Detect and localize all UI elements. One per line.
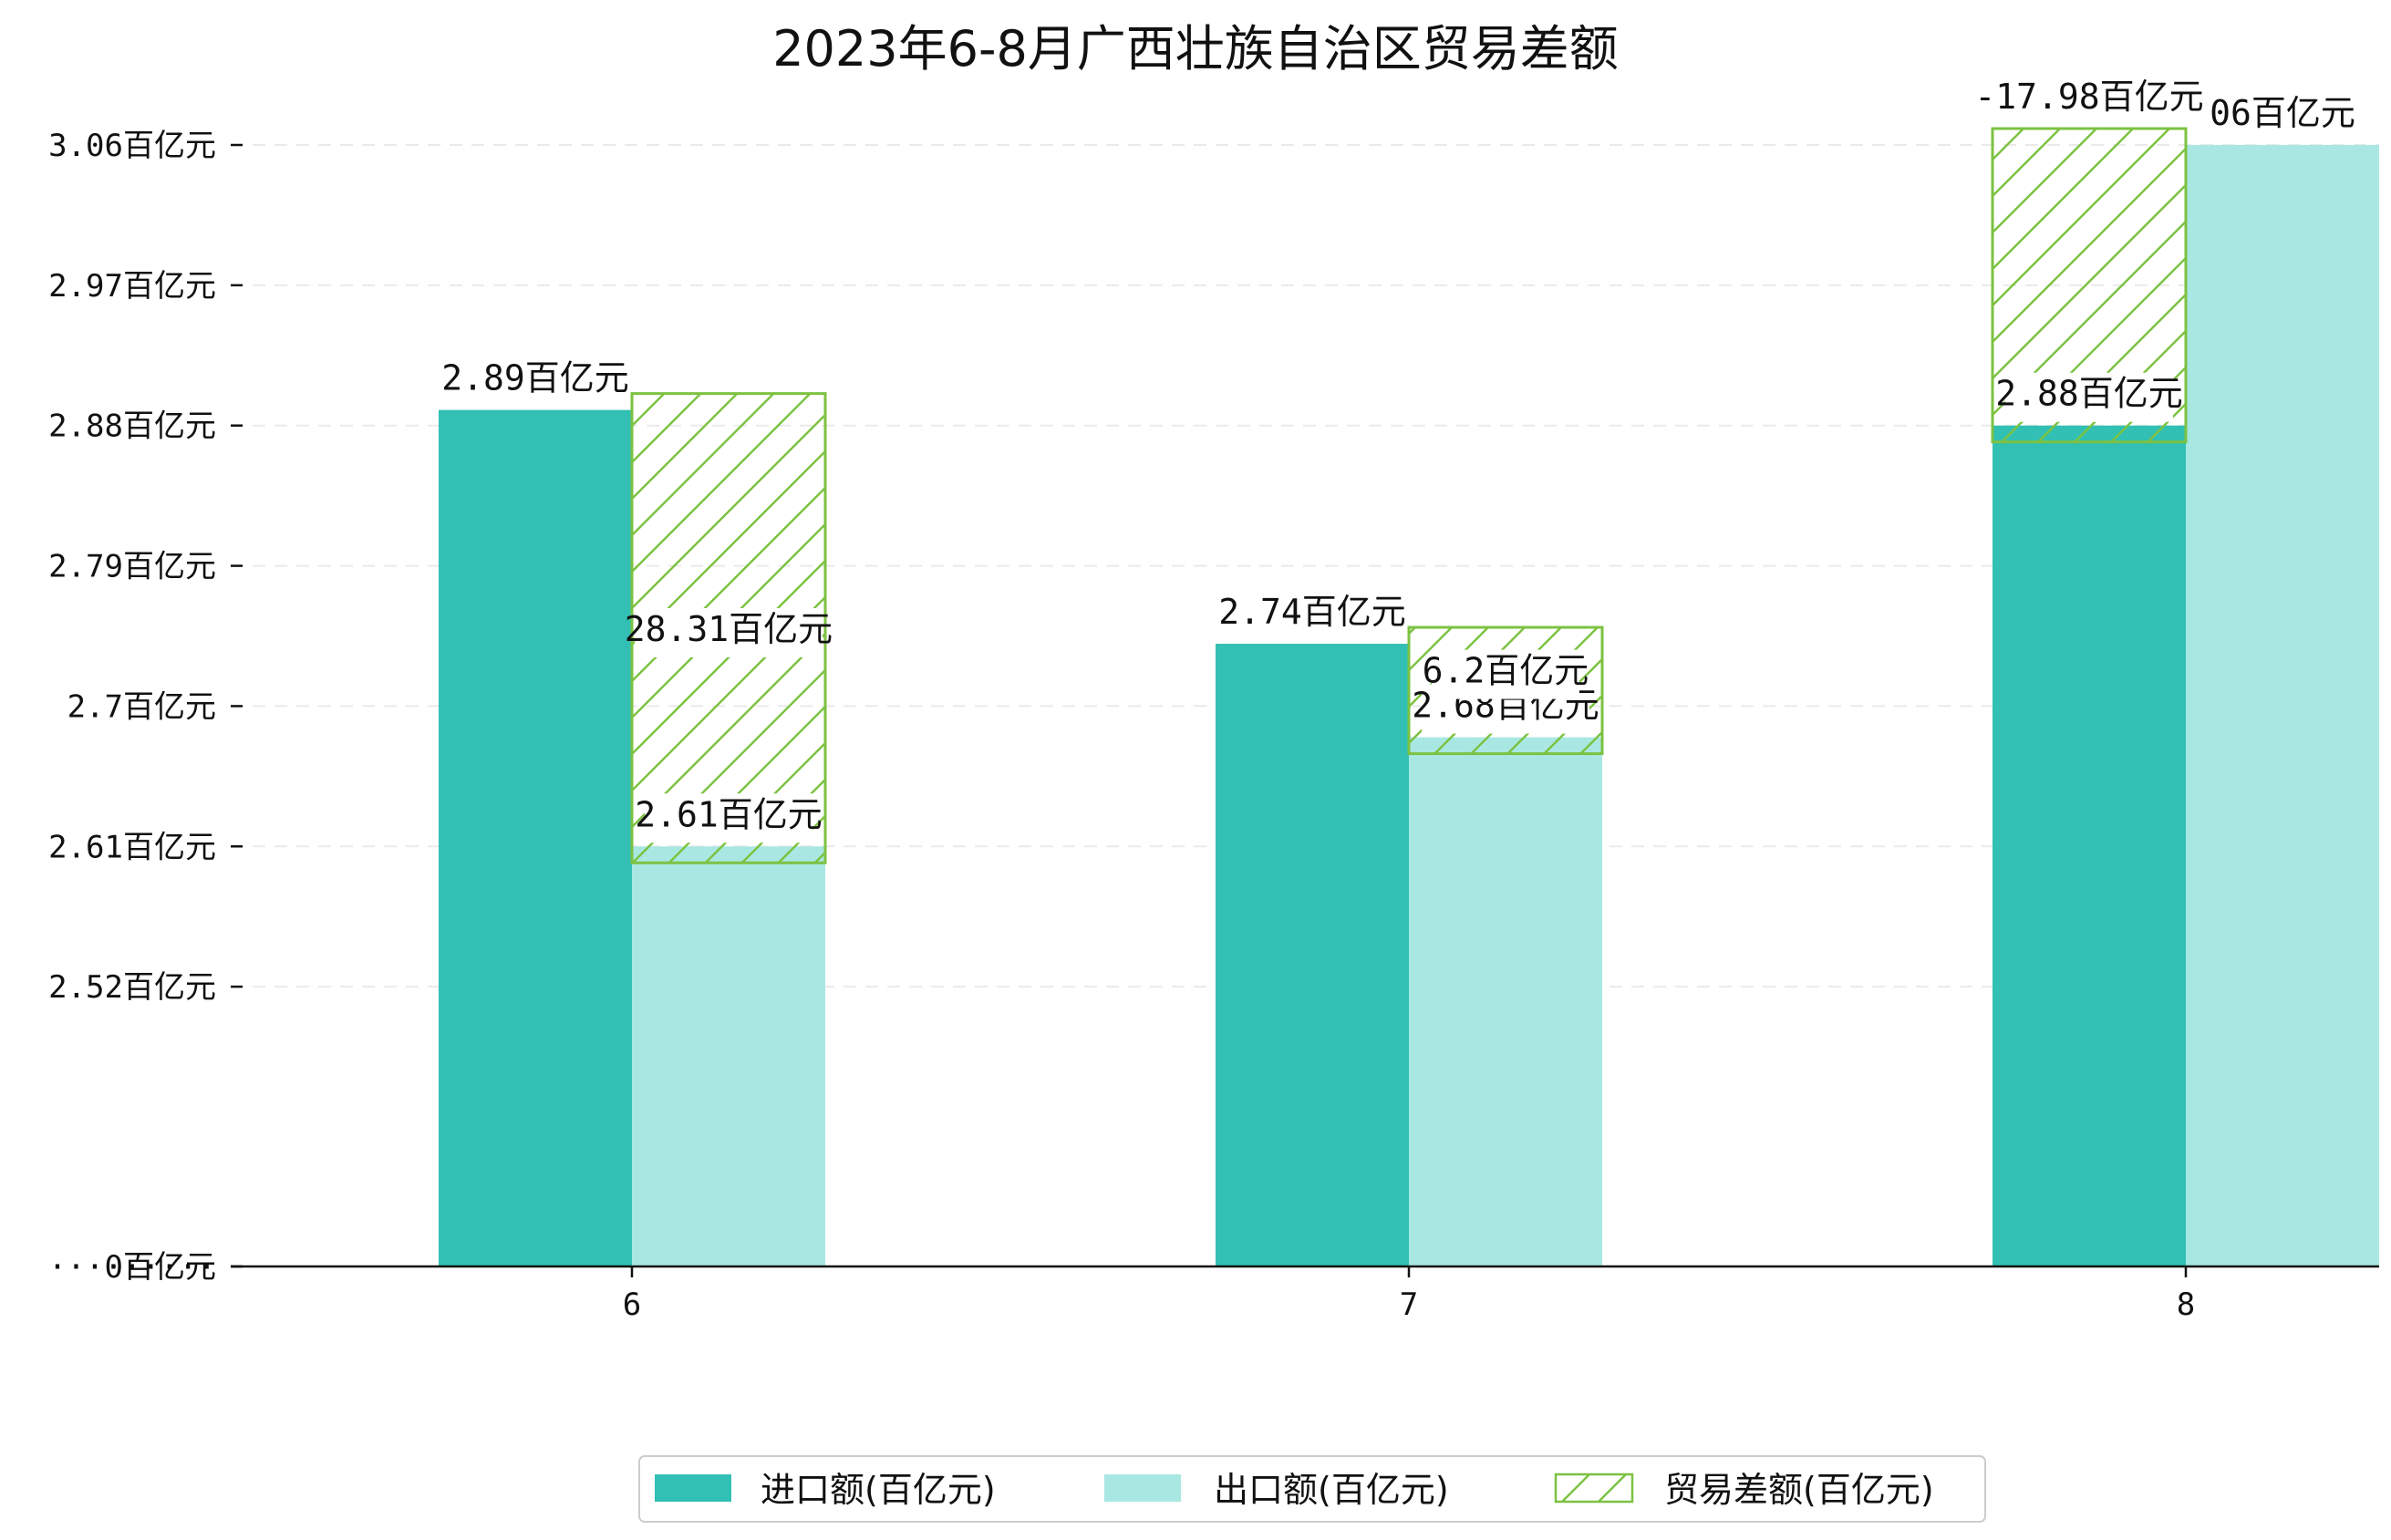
y-tick-label: 2.52百亿元 [48,969,216,1006]
bar-export-8 [2186,145,2379,1266]
y-tick-label: 2.61百亿元 [48,829,216,865]
legend-label-balance: 贸易差额(百亿元) [1664,1470,1934,1510]
svg-text:-17.98百亿元: -17.98百亿元 [1974,77,2203,117]
y-tick-label: 2.88百亿元 [48,408,216,445]
svg-text:2.88百亿元: 2.88百亿元 [1995,374,2183,414]
legend-box [638,1455,1986,1523]
bar-import-6 [439,409,632,1267]
data-label: -17.98百亿元 [1974,76,2204,125]
y-tick-label: ········· [48,1249,216,1286]
chart-title: 2023年6-8月广西壮族自治区贸易差额 [772,20,1619,78]
legend-swatch-import [655,1474,731,1502]
legend-label-export: 出口额(百亿元) [1214,1470,1449,1510]
y-axis: 0百亿元········· 2.52百亿元 2.61百亿元 2.7百亿元 2.79百亿元… [48,128,243,1286]
svg-text:2.89百亿元: 2.89百亿元 [441,358,629,398]
bar-import-7 [1216,644,1409,1266]
data-label: 2.61百亿元 [635,793,823,843]
legend-swatch-export [1104,1474,1181,1502]
svg-text:6.2百亿元: 6.2百亿元 [1423,651,1589,691]
svg-text:28.31百亿元: 28.31百亿元 [625,609,833,649]
y-tick-label: 2.97百亿元 [48,268,216,305]
bars [439,127,2379,1267]
x-axis: 6 7 8 [623,1266,2195,1323]
bar-export-7 [1409,737,1602,1266]
bar-import-8 [1992,425,2186,1266]
x-tick-label: 8 [2177,1287,2195,1323]
bar-export-6 [632,846,825,1266]
y-tick-label: 3.06百亿元 [48,128,216,164]
data-label: 2.74百亿元 [1218,591,1406,641]
data-label: 6.2百亿元 [1423,649,1589,699]
data-label: 28.31百亿元 [625,607,833,657]
svg-text:06百亿元: 06百亿元 [2210,93,2355,133]
data-label: 06百亿元 [2210,92,2355,141]
x-tick-label: 6 [623,1287,641,1323]
svg-text:2.61百亿元: 2.61百亿元 [635,794,823,834]
x-tick-label: 7 [1400,1287,1418,1323]
y-tick-label: 2.79百亿元 [48,549,216,585]
legend-label-import: 进口额(百亿元) [761,1470,996,1510]
y-tick-label: 2.7百亿元 [67,688,216,725]
y-tick-label: 0百亿元 [105,1249,216,1286]
data-label: 2.88百亿元 [1995,372,2183,422]
legend: 进口额(百亿元) 出口额(百亿元) 贸易差额(百亿元) [638,1455,1986,1523]
legend-swatch-balance [1554,1473,1634,1504]
svg-text:2.74百亿元: 2.74百亿元 [1218,592,1406,632]
data-label: 2.89百亿元 [441,357,629,407]
